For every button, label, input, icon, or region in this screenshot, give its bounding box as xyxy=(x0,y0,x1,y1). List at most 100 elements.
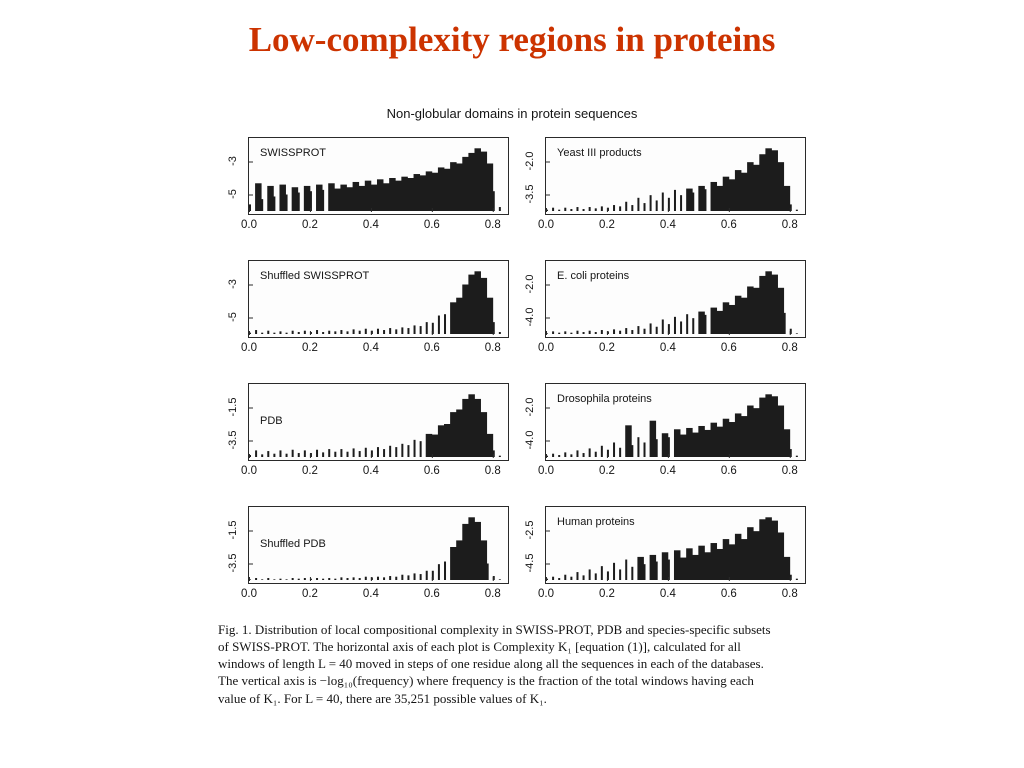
panel-pdb: -1.5 -3.5 PDB 0.0 0.2 0.4 0.6 0.8 xyxy=(218,383,509,480)
panel-human: -2.5 -4.5 Human proteins 0.0 0.2 0.4 0.6 0.8 xyxy=(515,506,806,603)
y-tick-label: -2.0 xyxy=(524,397,536,417)
caption-line: of SWISS-PROT. The horizontal axis of ea… xyxy=(218,639,741,655)
x-tick-label: 0.4 xyxy=(659,342,676,354)
x-tick-label: 0.8 xyxy=(484,342,501,354)
x-tick-label: 0.2 xyxy=(301,588,318,600)
x-tick-label: 0.4 xyxy=(659,219,676,231)
y-tick-label: -4.0 xyxy=(524,430,536,450)
x-tick-label: 0.6 xyxy=(423,342,440,354)
x-tick-label: 0.2 xyxy=(598,219,615,231)
x-tick-label: 0.4 xyxy=(659,465,676,477)
y-tick-label: -2.0 xyxy=(524,274,536,294)
x-tick-label: 0.8 xyxy=(484,219,501,231)
x-tick-label: 0.6 xyxy=(720,588,737,600)
x-tick-label: 0.2 xyxy=(598,588,615,600)
panel-label: Shuffled PDB xyxy=(260,538,326,550)
x-tick-label: 0.8 xyxy=(781,588,798,600)
panel-drosophila: -2.0 -4.0 Drosophila proteins 0.0 0.2 0.4 0.… xyxy=(515,383,806,480)
y-tick-label: -5 xyxy=(227,312,239,322)
x-tick-label: 0.2 xyxy=(301,465,318,477)
y-tick-label: -2.5 xyxy=(524,520,536,540)
x-axis-labels: 0.0 0.2 0.4 0.6 0.8 xyxy=(241,588,509,603)
x-tick-label: 0.6 xyxy=(720,342,737,354)
x-axis-labels: 0.0 0.2 0.4 0.6 0.8 xyxy=(538,219,806,234)
x-axis-labels: 0.0 0.2 0.4 0.6 0.8 xyxy=(241,465,509,480)
plot-frame: E. coli proteins xyxy=(545,260,806,338)
y-tick-label: -4.0 xyxy=(524,307,536,327)
x-tick-label: 0.4 xyxy=(362,342,379,354)
plot-frame: Human proteins xyxy=(545,506,806,584)
caption-line: windows of length L = 40 moved in steps … xyxy=(218,656,764,672)
x-tick-label: 0.0 xyxy=(538,342,554,354)
x-tick-label: 0.0 xyxy=(241,342,257,354)
y-tick-label: -3.5 xyxy=(524,184,536,204)
figure: Non-globular domains in protein sequence… xyxy=(218,106,806,707)
x-tick-label: 0.8 xyxy=(781,342,798,354)
x-tick-label: 0.4 xyxy=(659,588,676,600)
y-tick-label: -3 xyxy=(227,156,239,166)
x-tick-label: 0.2 xyxy=(301,342,318,354)
x-axis-labels: 0.0 0.2 0.4 0.6 0.8 xyxy=(241,342,509,357)
x-tick-label: 0.2 xyxy=(301,219,318,231)
plot-frame: Shuffled SWISSPROT xyxy=(248,260,509,338)
panel-label: Drosophila proteins xyxy=(557,393,652,405)
histogram-bars xyxy=(546,394,798,458)
histogram-grid: -3 -5 SWISSPROT 0.0 0.2 0.4 0.6 0.8 -2.0 -3.5 … xyxy=(218,137,806,603)
histogram-bars xyxy=(249,271,501,335)
caption-line: The vertical axis is −log₁₀(frequency) w… xyxy=(218,673,754,689)
x-tick-label: 0.4 xyxy=(362,588,379,600)
x-tick-label: 0.4 xyxy=(362,219,379,231)
panel-swissprot: -3 -5 SWISSPROT 0.0 0.2 0.4 0.6 0.8 xyxy=(218,137,509,234)
y-tick-label: -3 xyxy=(227,279,239,289)
x-tick-label: 0.6 xyxy=(423,588,440,600)
panel-label: E. coli proteins xyxy=(557,270,630,282)
histogram-bars xyxy=(546,271,798,335)
caption-line: value of K₁. For L = 40, there are 35,25… xyxy=(218,690,547,706)
histogram-bars xyxy=(546,517,798,581)
panel-label: SWISSPROT xyxy=(260,147,327,159)
y-tick-label: -1.5 xyxy=(227,397,239,417)
x-tick-label: 0.0 xyxy=(241,219,257,231)
y-tick-label: -3.5 xyxy=(227,553,239,573)
x-axis-labels: 0.0 0.2 0.4 0.6 0.8 xyxy=(538,342,806,357)
panel-label: Human proteins xyxy=(557,516,635,528)
panel-shuffled-swissprot: -3 -5 Shuffled SWISSPROT 0.0 0.2 0.4 0.6 0.8 xyxy=(218,260,509,357)
panel-label: PDB xyxy=(260,415,283,427)
x-tick-label: 0.6 xyxy=(423,465,440,477)
x-tick-label: 0.8 xyxy=(484,465,501,477)
panel-label: Yeast III products xyxy=(557,147,642,159)
plot-frame: Yeast III products xyxy=(545,137,806,215)
x-tick-label: 0.0 xyxy=(241,588,257,600)
x-tick-label: 0.0 xyxy=(538,465,554,477)
histogram-bars xyxy=(249,148,501,212)
panel-ecoli: -2.0 -4.0 E. coli proteins 0.0 0.2 0.4 0.6 0.… xyxy=(515,260,806,357)
histogram-bars xyxy=(249,517,501,581)
figure-caption: Fig. 1. Distribution of local compositio… xyxy=(218,621,796,707)
x-tick-label: 0.6 xyxy=(720,219,737,231)
y-tick-label: -3.5 xyxy=(227,430,239,450)
plot-frame: PDB xyxy=(248,383,509,461)
x-axis-labels: 0.0 0.2 0.4 0.6 0.8 xyxy=(538,588,806,603)
x-tick-label: 0.6 xyxy=(423,219,440,231)
panel-label: Shuffled SWISSPROT xyxy=(260,270,370,282)
x-tick-label: 0.0 xyxy=(241,465,257,477)
y-tick-label: -5 xyxy=(227,189,239,199)
y-tick-label: -2.0 xyxy=(524,151,536,171)
x-axis-labels: 0.0 0.2 0.4 0.6 0.8 xyxy=(241,219,509,234)
x-tick-label: 0.2 xyxy=(598,465,615,477)
y-tick-label: -4.5 xyxy=(524,553,536,573)
x-tick-label: 0.8 xyxy=(781,219,798,231)
panel-shuffled-pdb: -1.5 -3.5 Shuffled PDB 0.0 0.2 0.4 0.6 0.8 xyxy=(218,506,509,603)
histogram-bars xyxy=(546,148,798,212)
plot-frame: Drosophila proteins xyxy=(545,383,806,461)
caption-line: Fig. 1. Distribution of local compositio… xyxy=(218,622,771,637)
plot-frame: SWISSPROT xyxy=(248,137,509,215)
y-tick-label: -1.5 xyxy=(227,520,239,540)
x-tick-label: 0.6 xyxy=(720,465,737,477)
x-tick-label: 0.8 xyxy=(484,588,501,600)
x-tick-label: 0.2 xyxy=(598,342,615,354)
slide-title: Low-complexity regions in proteins xyxy=(248,20,776,59)
histogram-bars xyxy=(249,394,501,458)
x-tick-label: 0.0 xyxy=(538,588,554,600)
x-tick-label: 0.0 xyxy=(538,219,554,231)
